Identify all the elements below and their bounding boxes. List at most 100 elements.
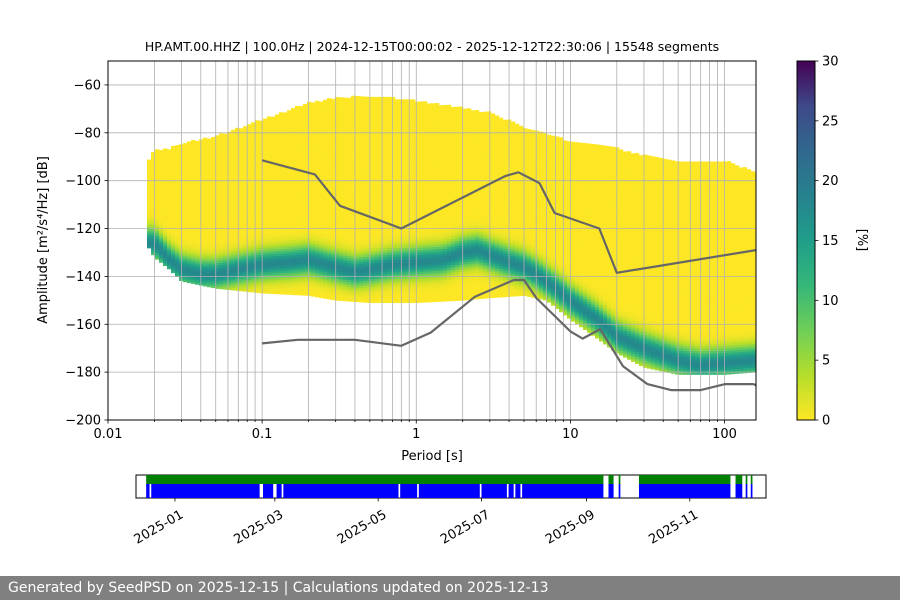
heat-cell [191,139,196,143]
heat-cell [335,152,340,155]
heat-cell [231,251,236,255]
heat-cell [311,157,316,161]
heat-cell [419,283,424,287]
heat-cell [287,292,292,295]
heat-cell [359,144,364,147]
heat-cell [415,149,420,153]
heat-cell [347,267,352,271]
heat-cell [291,179,296,183]
heat-cell [383,209,388,213]
heat-cell [223,155,228,158]
heat-cell [351,217,356,221]
heat-cell [335,226,340,229]
heat-cell [403,250,408,253]
heat-cell [419,276,424,279]
heat-cell [367,290,372,294]
heat-cell [247,251,252,254]
heat-cell [187,146,192,150]
heat-cell [255,237,260,241]
heat-cell [375,192,380,196]
heat-cell [271,219,276,223]
heat-cell [355,213,360,216]
heat-cell [383,271,388,275]
heat-cell [243,193,248,196]
heat-cell [211,206,216,210]
heat-cell [323,269,328,273]
heat-cell [235,283,240,287]
heat-cell [219,221,224,225]
heat-cell [403,264,408,268]
heat-cell [375,125,380,129]
heat-cell [231,168,236,171]
heat-cell [315,280,320,283]
heat-cell [299,278,304,282]
heat-cell [191,278,196,282]
heat-cell [387,216,392,220]
heat-cell [171,184,176,187]
heat-cell [367,161,372,165]
heat-cell [343,210,348,213]
heat-cell [319,144,324,148]
heat-cell [247,253,252,257]
heat-cell [235,225,240,229]
heat-cell [403,163,408,167]
heat-cell [403,276,408,280]
heat-cell [159,202,164,206]
heat-cell [347,289,352,292]
heat-cell [151,235,156,239]
heat-cell [243,279,248,283]
heat-cell [367,163,372,167]
heat-cell [291,261,296,264]
heat-cell [371,264,376,268]
heat-cell [311,222,316,225]
heat-cell [403,297,408,301]
heat-cell [283,222,288,226]
heat-cell [319,249,324,253]
heat-cell [367,271,372,275]
heat-cell [191,221,196,225]
heat-cell [227,213,232,216]
heat-cell [267,264,272,268]
heat-cell [215,238,220,241]
heat-cell [203,240,208,244]
heat-cell [283,265,288,269]
heat-cell [355,227,360,231]
heat-cell [259,283,264,287]
heat-cell [191,173,196,177]
heat-cell [411,274,416,277]
heat-cell [375,238,380,241]
heat-cell [367,233,372,236]
heat-cell [351,98,356,101]
heat-cell [343,200,348,204]
heat-cell [343,145,348,149]
heat-cell [247,265,252,269]
heat-cell [179,235,184,238]
heat-cell [311,265,316,268]
heat-cell [371,178,376,181]
heat-cell [163,253,168,257]
heat-cell [287,284,292,288]
heat-cell [335,216,340,220]
heat-cell [163,193,168,197]
heat-cell [299,292,304,296]
heat-cell [247,279,252,283]
heat-cell [259,235,264,239]
heat-cell [267,279,272,282]
heat-cell [375,206,380,210]
heat-cell [167,189,172,193]
heat-cell [303,213,308,217]
heat-cell [343,176,348,180]
heat-cell [351,153,356,156]
heat-cell [387,111,392,114]
heat-cell [323,286,328,290]
heat-cell [383,132,388,136]
heat-cell [219,164,224,168]
heat-cell [327,169,332,173]
heat-cell [287,215,292,219]
heat-cell [351,277,356,281]
heat-cell [319,168,324,172]
heat-cell [267,252,272,256]
heat-cell [387,187,392,191]
heat-cell [251,261,256,264]
heat-cell [395,142,400,146]
